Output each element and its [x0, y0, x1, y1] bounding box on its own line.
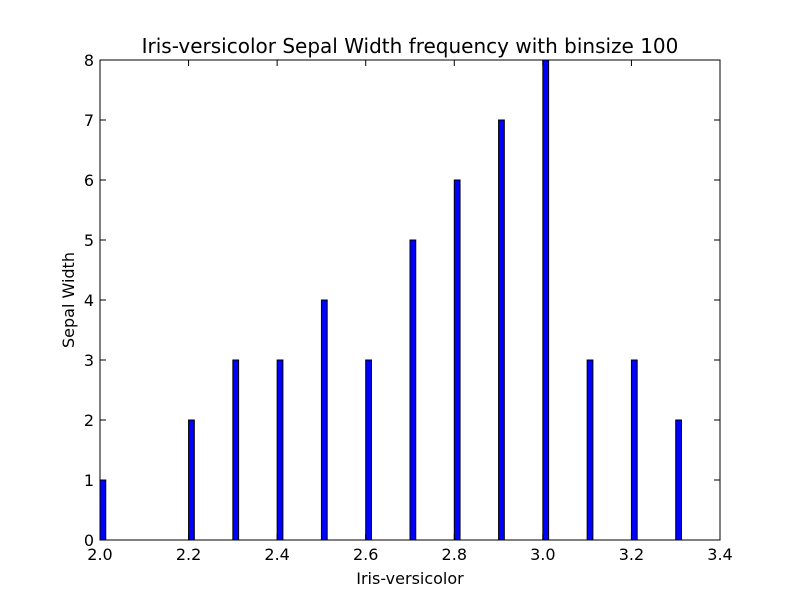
histogram-bar: [409, 239, 417, 541]
x-tick-label: 3.4: [707, 545, 732, 564]
plot-frame: [99, 59, 721, 541]
chart-title: Iris-versicolor Sepal Width frequency wi…: [142, 34, 679, 58]
y-axis-label: Sepal Width: [59, 252, 78, 348]
y-tick-label: 6: [84, 171, 94, 190]
y-tick-label: 5: [84, 231, 94, 250]
y-tick-label: 2: [84, 411, 94, 430]
histogram-bar: [365, 359, 372, 541]
y-tick-label: 1: [84, 471, 94, 490]
bars-group: [99, 59, 682, 541]
x-tick-label: 3.0: [530, 545, 555, 564]
y-tick-label: 7: [84, 111, 94, 130]
histogram-bar: [453, 179, 461, 541]
ticks-group: 2.0 2.2 2.4 2.6 2.8 3.0 3.2 3.4 0 1 2 3 4 5 6 7 8: [84, 51, 733, 564]
histogram-bar: [675, 419, 682, 541]
y-tick-label: 3: [84, 351, 94, 370]
x-tick-label: 2.6: [353, 545, 378, 564]
histogram-bar: [542, 59, 550, 541]
y-tick-label: 4: [84, 291, 94, 310]
histogram-bar: [99, 479, 107, 541]
histogram-bar: [276, 359, 284, 541]
y-tick-label: 0: [84, 531, 94, 550]
histogram-bar: [320, 299, 328, 541]
histogram-bar: [232, 359, 240, 541]
x-tick-label: 2.4: [264, 545, 289, 564]
histogram-bar: [188, 419, 195, 541]
x-tick-label: 3.2: [619, 545, 644, 564]
histogram-bar: [586, 359, 594, 541]
x-tick-label: 2.8: [442, 545, 467, 564]
x-tick-label: 2.2: [176, 545, 201, 564]
histogram-bar: [630, 359, 638, 541]
y-tick-label: 8: [84, 51, 94, 70]
histogram-bar: [498, 119, 505, 541]
x-axis-label: Iris-versicolor: [356, 569, 464, 588]
x-tick-label: 2.0: [87, 545, 112, 564]
